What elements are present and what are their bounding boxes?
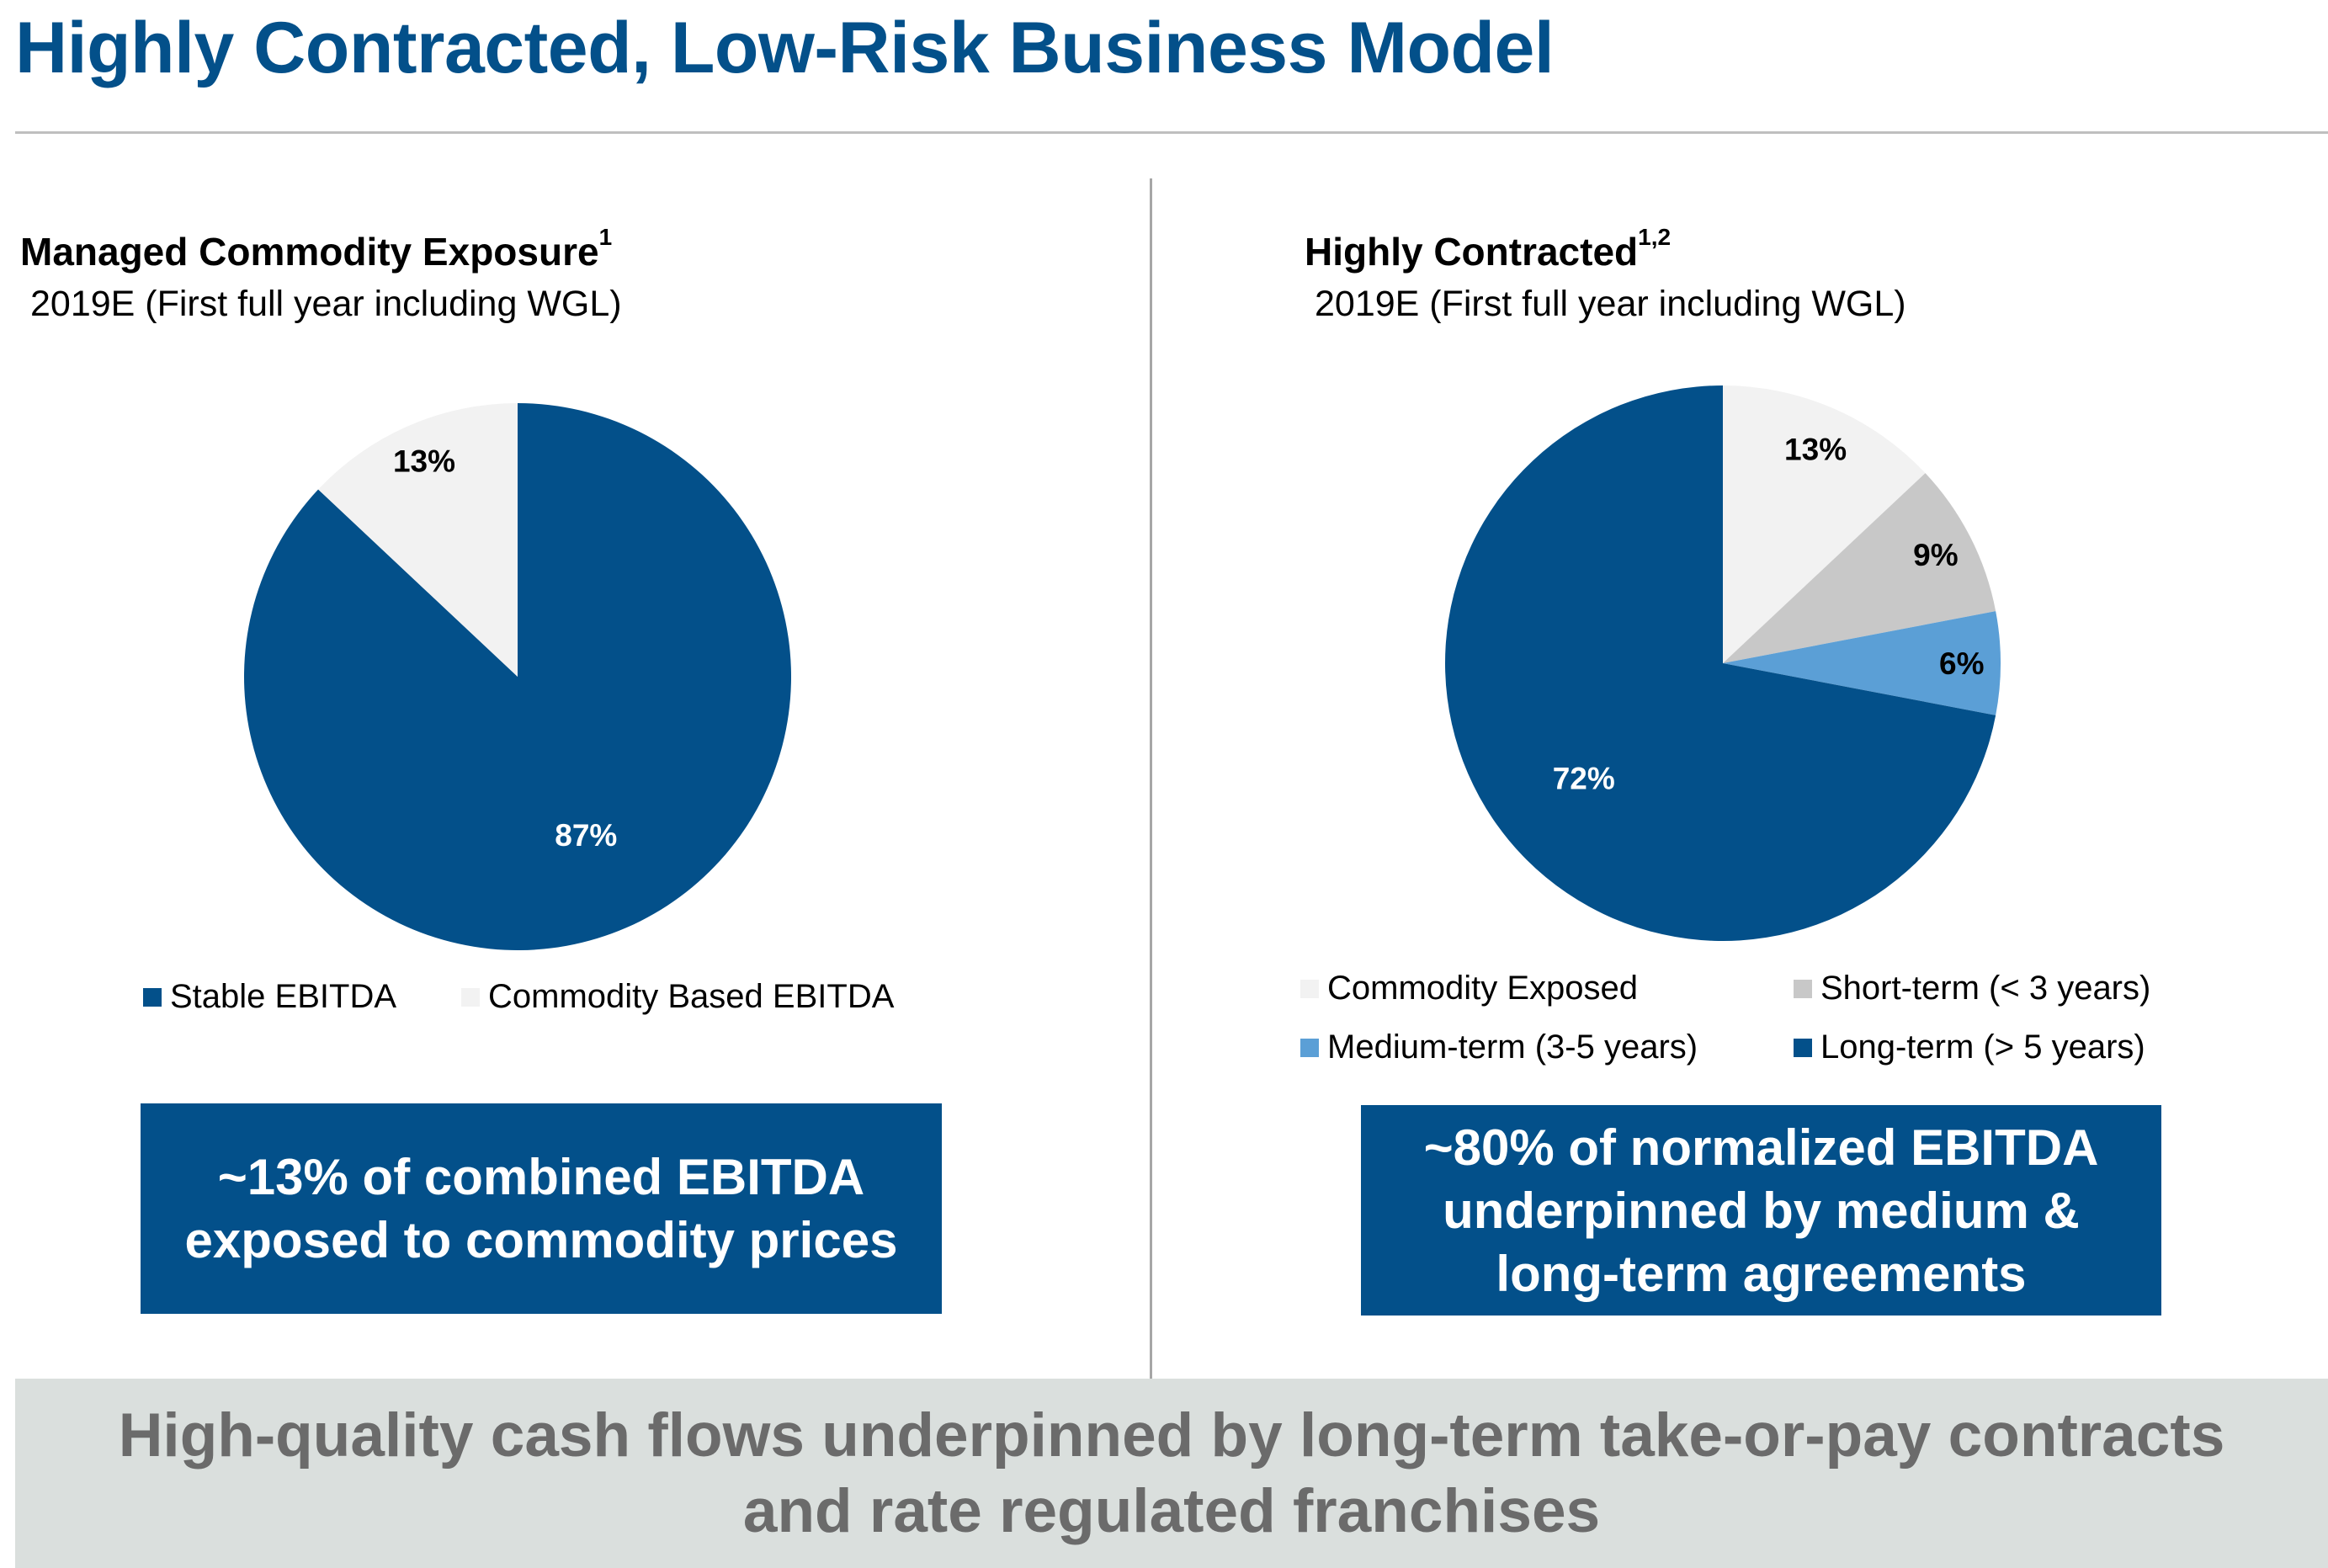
legend-label: Long-term (> 5 years) (1820, 1029, 2145, 1066)
pie-slice-medium-term-3-5-years (1723, 611, 2001, 715)
vertical-divider (1150, 178, 1152, 1380)
footer-banner: High-quality cash flows underpinned by l… (15, 1379, 2328, 1568)
pie-slice-short-term-3-years (1723, 473, 1996, 663)
pie-charts-canvas: 87% 13% 13% 9% 6% 72% (244, 385, 2001, 950)
legend-item-stable-ebitda: Stable EBITDA (143, 978, 396, 1016)
callout-line: ~13% of combined EBITDA (217, 1149, 865, 1205)
legend-swatch (1300, 1038, 1319, 1057)
left-chart-heading-text: Managed Commodity Exposure (20, 230, 599, 274)
left-callout-box: ~13% of combined EBITDA exposed to commo… (141, 1103, 942, 1314)
right-pie-chart: 13% 9% 6% 72% (1445, 385, 2001, 941)
pie-slice-long-term-5-years (1445, 385, 1996, 941)
right-chart-heading-footnote: 1,2 (1638, 224, 1672, 250)
callout-line: long-term agreements (1496, 1245, 2027, 1302)
left-chart-heading: Managed Commodity Exposure1 (20, 224, 612, 274)
legend-label: Commodity Exposed (1327, 970, 1639, 1007)
legend-label: Commodity Based EBITDA (488, 978, 895, 1015)
legend-item-short-term: Short-term (< 3 years) (1794, 970, 2150, 1007)
pie-data-label: 87% (555, 818, 617, 853)
legend-swatch (143, 987, 162, 1007)
legend-label: Short-term (< 3 years) (1820, 970, 2151, 1007)
pie-data-label: 6% (1939, 646, 1984, 681)
legend-swatch (461, 987, 480, 1007)
page-title: Highly Contracted, Low-Risk Business Mod… (15, 8, 1555, 88)
legend-label: Medium-term (3-5 years) (1327, 1029, 1698, 1066)
legend-swatch (1300, 979, 1319, 998)
title-divider (15, 131, 2328, 134)
left-callout-text: ~13% of combined EBITDA exposed to commo… (185, 1145, 898, 1272)
left-chart-heading-footnote: 1 (598, 224, 613, 250)
legend-item-long-term: Long-term (> 5 years) (1794, 1029, 2145, 1066)
right-chart-heading-text: Highly Contracted (1305, 230, 1639, 274)
right-callout-text: ~80% of normalized EBITDA underpinned by… (1424, 1116, 2099, 1305)
footer-line: and rate regulated franchises (742, 1476, 1601, 1545)
left-pie-chart: 87% 13% (244, 403, 792, 950)
legend-item-commodity-based-ebitda: Commodity Based EBITDA (461, 978, 894, 1016)
pie-slice-commodity-exposed (1723, 385, 1926, 663)
right-chart-subtitle: 2019E (First full year including WGL) (1315, 284, 1906, 324)
callout-line: underpinned by medium & (1443, 1182, 2080, 1239)
legend-item-commodity-exposed: Commodity Exposed (1300, 970, 1638, 1007)
callout-line: ~80% of normalized EBITDA (1423, 1119, 2099, 1176)
legend-item-medium-term: Medium-term (3-5 years) (1300, 1029, 1698, 1066)
pie-slice-commodity-based-ebitda (318, 403, 518, 677)
callout-line: exposed to commodity prices (184, 1212, 898, 1268)
left-chart-subtitle: 2019E (First full year including WGL) (30, 284, 622, 324)
legend-swatch (1794, 1038, 1812, 1057)
pie-data-label: 72% (1553, 762, 1615, 796)
pie-data-label: 13% (1784, 433, 1847, 467)
right-chart-heading: Highly Contracted1,2 (1305, 224, 1671, 274)
footer-line: High-quality cash flows underpinned by l… (118, 1401, 2225, 1470)
pie-data-label: 13% (393, 444, 455, 478)
right-callout-box: ~80% of normalized EBITDA underpinned by… (1361, 1105, 2161, 1316)
legend-label: Stable EBITDA (170, 978, 397, 1015)
pie-data-label: 9% (1913, 538, 1958, 572)
legend-swatch (1794, 979, 1812, 998)
